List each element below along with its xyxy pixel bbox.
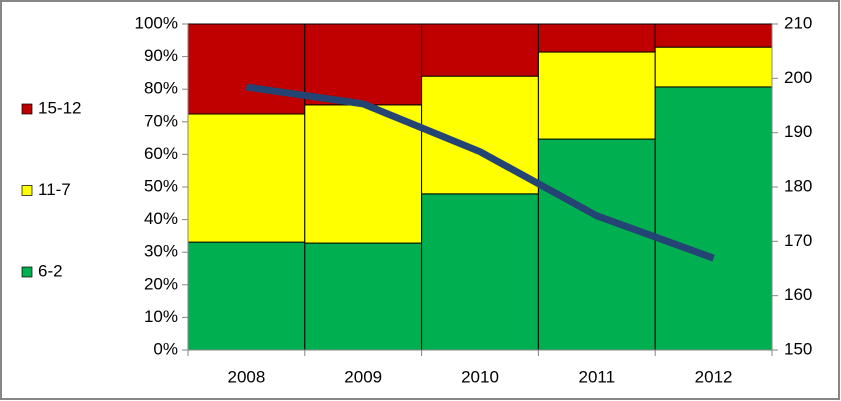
y-tick-label: 10% — [144, 307, 178, 326]
y2-tick-label: 180 — [784, 176, 812, 195]
y-tick-label: 70% — [144, 111, 178, 130]
legend-swatch — [21, 185, 33, 196]
legend-swatch — [21, 266, 33, 278]
bar-segment — [537, 23, 656, 53]
legend-label: 6-2 — [38, 261, 63, 280]
bar-segment — [654, 86, 773, 351]
y2-tick-label: 170 — [784, 231, 812, 250]
y-tick-label: 40% — [144, 209, 178, 228]
y-tick-label: 80% — [144, 79, 178, 98]
bar-segment — [187, 23, 306, 115]
legend-label: 11-7 — [38, 180, 71, 199]
bar-segment — [421, 193, 539, 351]
x-tick-label: 2009 — [344, 367, 382, 386]
y2-tick-label: 160 — [784, 285, 812, 304]
x-tick-label: 2008 — [227, 367, 265, 386]
line-series — [245, 83, 715, 262]
y-tick-label: 60% — [144, 144, 178, 163]
y-tick-label: 20% — [144, 274, 178, 293]
bar-segment — [537, 51, 656, 140]
x-tick-label: 2011 — [579, 367, 616, 386]
x-tick-label: 2010 — [461, 367, 499, 386]
bar-segment — [654, 23, 773, 48]
y2-tick-label: 150 — [784, 339, 812, 358]
bar-segment — [187, 113, 306, 243]
x-tick-label: 2012 — [695, 367, 733, 386]
y2-tick-label: 200 — [784, 68, 812, 87]
bar-segment — [537, 138, 656, 351]
y-tick-label: 30% — [144, 242, 178, 261]
y2-tick-label: 210 — [784, 13, 812, 32]
y-tick-label: 50% — [144, 176, 178, 195]
y-tick-label: 0% — [153, 339, 178, 358]
legend-label: 15-12 — [38, 98, 81, 117]
bar-segment — [304, 104, 423, 244]
y-tick-label: 100% — [135, 13, 178, 32]
bar-segment — [187, 241, 306, 351]
bar-segment — [654, 46, 773, 88]
bar-segment — [304, 23, 423, 106]
y2-tick-label: 190 — [784, 122, 812, 141]
y-tick-label: 90% — [144, 46, 178, 65]
bar-segment — [304, 242, 423, 351]
legend-swatch — [21, 103, 33, 115]
bar-segment — [421, 23, 539, 77]
